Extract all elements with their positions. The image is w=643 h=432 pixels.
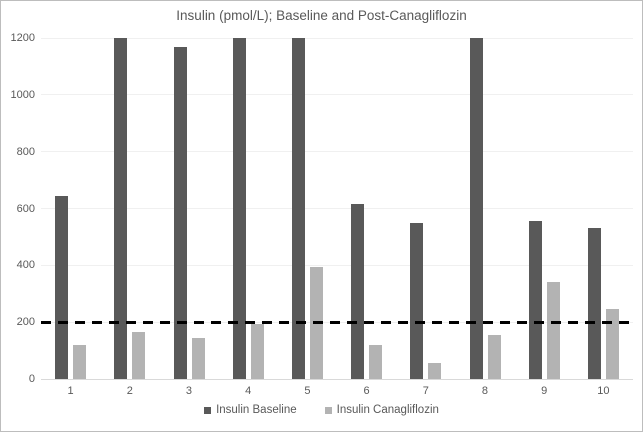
bar-canagliflozin-6 [369, 344, 383, 379]
legend-item-baseline: Insulin Baseline [204, 404, 297, 416]
x-tick-label-6: 6 [363, 385, 370, 397]
bar-baseline-4 [232, 38, 246, 379]
x-tick-label-7: 7 [422, 385, 429, 397]
legend-item-canagliflozin: Insulin Canagliflozin [324, 404, 439, 416]
y-tick-label-1000: 1000 [10, 88, 35, 101]
bar-canagliflozin-2 [132, 332, 146, 379]
x-tick-label-8: 8 [481, 385, 489, 397]
gridline-800 [41, 151, 633, 153]
bar-canagliflozin-9 [546, 282, 560, 379]
y-tick-label-800: 800 [16, 145, 35, 158]
legend-swatch-canagliflozin-icon [324, 406, 332, 414]
gridline-600 [41, 208, 633, 209]
plot-area [41, 37, 633, 380]
x-tick-label-1: 1 [67, 385, 74, 397]
bar-canagliflozin-7 [428, 363, 442, 379]
bar-baseline-5 [291, 38, 305, 379]
gridline-1200 [41, 37, 633, 39]
bar-canagliflozin-8 [487, 334, 501, 379]
chart-title: Insulin (pmol/L); Baseline and Post-Cana… [176, 8, 467, 23]
bar-canagliflozin-1 [73, 344, 87, 379]
gridline-400 [41, 264, 633, 266]
bar-baseline-8 [469, 38, 483, 379]
x-tick-label-9: 9 [541, 385, 548, 397]
bar-baseline-10 [587, 228, 601, 379]
x-axis-labels: 1 2 3 4 5 6 7 8 9 10 [41, 385, 633, 399]
bar-canagliflozin-10 [605, 309, 619, 379]
legend-swatch-baseline-icon [204, 406, 212, 414]
bar-canagliflozin-3 [191, 337, 205, 379]
bar-baseline-6 [351, 204, 365, 379]
x-tick-label-2: 2 [126, 385, 133, 397]
x-tick-label-4: 4 [245, 385, 252, 397]
bar-baseline-3 [173, 46, 187, 379]
bar-canagliflozin-4 [250, 323, 264, 379]
y-tick-label-400: 400 [16, 259, 35, 272]
legend-label-baseline: Insulin Baseline [216, 404, 297, 416]
bar-baseline-9 [528, 221, 542, 379]
gridline-1000 [41, 94, 633, 96]
x-tick-label-10: 10 [597, 385, 610, 397]
y-tick-label-0: 0 [28, 373, 35, 385]
reference-dashed-line [41, 320, 633, 324]
legend-label-canagliflozin: Insulin Canagliflozin [336, 404, 439, 416]
y-tick-label-200: 200 [16, 316, 35, 329]
y-tick-label-1200: 1200 [10, 32, 35, 44]
bar-baseline-7 [410, 222, 424, 379]
y-axis-labels: 0 200 400 600 800 1000 1200 [1, 32, 35, 385]
y-tick-label-600: 600 [16, 202, 35, 215]
legend: Insulin Baseline Insulin Canagliflozin [1, 404, 642, 416]
bar-baseline-2 [114, 38, 128, 379]
x-tick-label-5: 5 [304, 385, 311, 397]
bar-baseline-1 [55, 195, 69, 379]
x-tick-label-3: 3 [185, 385, 193, 397]
